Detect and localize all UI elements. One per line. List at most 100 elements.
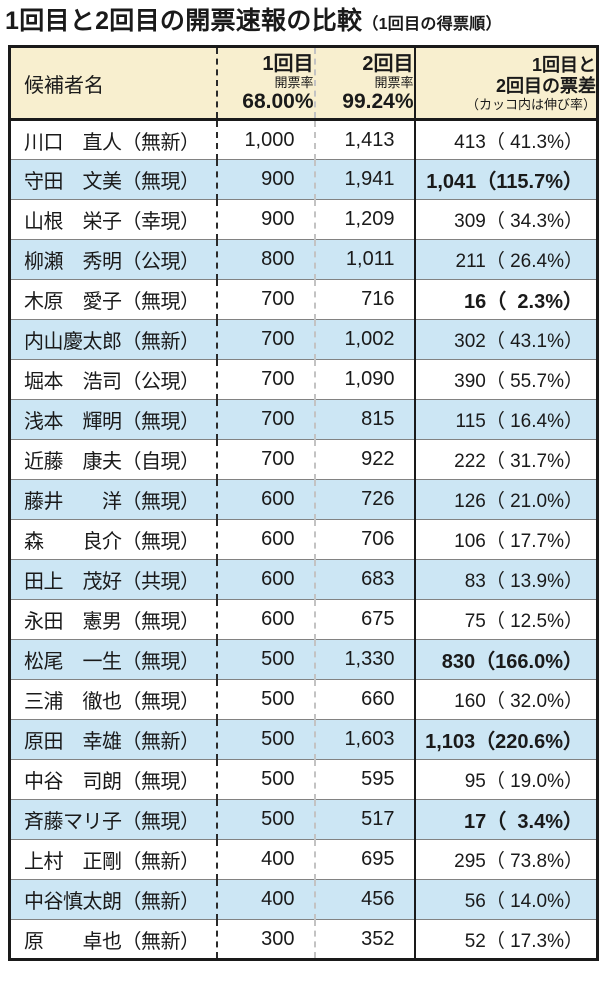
first-count-cell: 400 xyxy=(216,879,316,920)
header-diff-note: （カッコ内は伸び率） xyxy=(465,96,596,112)
title-main: 1回目と2回目の開票速報の比較 xyxy=(5,7,363,35)
vote-diff-cell: 56（ 14.0%） xyxy=(414,879,598,920)
second-count-cell: 1,330 xyxy=(314,639,416,680)
first-count-cell: 900 xyxy=(216,159,316,200)
candidate-name-cell: 三浦 徹也（無現） xyxy=(9,679,218,720)
header-first-title: 1回目 xyxy=(262,52,314,75)
candidate-name-cell: 藤井 洋（無現） xyxy=(9,479,218,520)
vote-diff-cell: 83（ 13.9%） xyxy=(414,559,598,600)
table-row: 浅本 輝明（無現） 700 815 115（ 16.4%） xyxy=(9,399,598,440)
first-count-cell: 500 xyxy=(216,799,316,840)
vote-diff-cell: 222（ 31.7%） xyxy=(414,439,598,480)
table-row: 中谷慎太朗（無新） 400 456 56（ 14.0%） xyxy=(9,879,598,920)
first-count-cell: 500 xyxy=(216,719,316,760)
first-count-cell: 600 xyxy=(216,519,316,560)
header-diff-title2: 2回目の票差 xyxy=(495,75,596,96)
first-count-cell: 500 xyxy=(216,639,316,680)
candidate-name-cell: 守田 文美（無現） xyxy=(9,159,218,200)
first-count-cell: 300 xyxy=(216,919,316,960)
table-row: 堀本 浩司（公現） 700 1,090 390（ 55.7%） xyxy=(9,359,598,400)
header-vote-diff: 1回目と 2回目の票差 （カッコ内は伸び率） xyxy=(414,46,598,121)
header-candidate-name: 候補者名 xyxy=(9,46,218,121)
table-row: 柳瀬 秀明（公現） 800 1,011 211（ 26.4%） xyxy=(9,239,598,280)
first-count-cell: 700 xyxy=(216,319,316,360)
candidate-name-cell: 浅本 輝明（無現） xyxy=(9,399,218,440)
table-header-row: 候補者名 1回目 開票率 68.00% 2回目 開票率 99.24% 1回目と … xyxy=(9,46,598,121)
candidate-name-cell: 近藤 康夫（自現） xyxy=(9,439,218,480)
vote-diff-cell: 211（ 26.4%） xyxy=(414,239,598,280)
vote-diff-cell: 1,103（220.6%） xyxy=(414,719,598,760)
vote-diff-cell: 52（ 17.3%） xyxy=(414,919,598,960)
second-count-cell: 456 xyxy=(314,879,416,920)
table-row: 田上 茂好（共現） 600 683 83（ 13.9%） xyxy=(9,559,598,600)
second-count-cell: 1,090 xyxy=(314,359,416,400)
vote-diff-cell: 17（ 3.4%） xyxy=(414,799,598,840)
vote-diff-cell: 309（ 34.3%） xyxy=(414,199,598,240)
candidate-name-cell: 上村 正剛（無新） xyxy=(9,839,218,880)
table-row: 三浦 徹也（無現） 500 660 160（ 32.0%） xyxy=(9,679,598,720)
vote-diff-cell: 75（ 12.5%） xyxy=(414,599,598,640)
first-count-cell: 1,000 xyxy=(216,119,316,160)
second-count-cell: 1,002 xyxy=(314,319,416,360)
header-second-sub: 開票率 xyxy=(374,74,414,90)
header-diff-title1: 1回目と xyxy=(531,54,596,75)
second-count-cell: 675 xyxy=(314,599,416,640)
first-count-cell: 600 xyxy=(216,479,316,520)
candidate-name-cell: 永田 憲男（無現） xyxy=(9,599,218,640)
candidate-name-cell: 斉藤マリ子（無現） xyxy=(9,799,218,840)
first-count-cell: 900 xyxy=(216,199,316,240)
candidate-name-cell: 松尾 一生（無現） xyxy=(9,639,218,680)
second-count-cell: 517 xyxy=(314,799,416,840)
vote-diff-cell: 16（ 2.3%） xyxy=(414,279,598,320)
table-row: 山根 栄子（幸現） 900 1,209 309（ 34.3%） xyxy=(9,199,598,240)
vote-diff-cell: 95（ 19.0%） xyxy=(414,759,598,800)
vote-diff-cell: 295（ 73.8%） xyxy=(414,839,598,880)
second-count-cell: 706 xyxy=(314,519,416,560)
candidate-name-cell: 原 卓也（無新） xyxy=(9,919,218,960)
header-second-count: 2回目 開票率 99.24% xyxy=(314,46,416,121)
second-count-cell: 1,603 xyxy=(314,719,416,760)
first-count-cell: 500 xyxy=(216,759,316,800)
table-row: 木原 愛子（無現） 700 716 16（ 2.3%） xyxy=(9,279,598,320)
vote-diff-cell: 126（ 21.0%） xyxy=(414,479,598,520)
table-row: 原田 幸雄（無新） 500 1,603 1,103（220.6%） xyxy=(9,719,598,760)
first-count-cell: 500 xyxy=(216,679,316,720)
candidate-name-cell: 山根 栄子（幸現） xyxy=(9,199,218,240)
table-row: 原 卓也（無新） 300 352 52（ 17.3%） xyxy=(9,919,598,960)
first-count-cell: 400 xyxy=(216,839,316,880)
table-row: 守田 文美（無現） 900 1,941 1,041（115.7%） xyxy=(9,159,598,200)
candidate-name-cell: 堀本 浩司（公現） xyxy=(9,359,218,400)
candidate-name-cell: 川口 直人（無新） xyxy=(9,119,218,160)
second-count-cell: 726 xyxy=(314,479,416,520)
vote-diff-cell: 390（ 55.7%） xyxy=(414,359,598,400)
candidate-name-cell: 森 良介（無現） xyxy=(9,519,218,560)
candidate-name-cell: 内山慶太郎（無新） xyxy=(9,319,218,360)
first-count-cell: 600 xyxy=(216,559,316,600)
vote-diff-cell: 302（ 43.1%） xyxy=(414,319,598,360)
candidate-name-cell: 柳瀬 秀明（公現） xyxy=(9,239,218,280)
header-second-rate: 99.24% xyxy=(342,89,414,113)
header-second-title: 2回目 xyxy=(362,52,414,75)
second-count-cell: 1,011 xyxy=(314,239,416,280)
table-row: 藤井 洋（無現） 600 726 126（ 21.0%） xyxy=(9,479,598,520)
table-row: 近藤 康夫（自現） 700 922 222（ 31.7%） xyxy=(9,439,598,480)
vote-diff-cell: 115（ 16.4%） xyxy=(414,399,598,440)
table-row: 斉藤マリ子（無現） 500 517 17（ 3.4%） xyxy=(9,799,598,840)
header-first-sub: 開票率 xyxy=(274,74,314,90)
second-count-cell: 352 xyxy=(314,919,416,960)
second-count-cell: 695 xyxy=(314,839,416,880)
first-count-cell: 800 xyxy=(216,239,316,280)
candidate-name-cell: 田上 茂好（共現） xyxy=(9,559,218,600)
table-body: 川口 直人（無新） 1,000 1,413 413（ 41.3%） 守田 文美（… xyxy=(9,119,598,960)
first-count-cell: 700 xyxy=(216,359,316,400)
results-table: 候補者名 1回目 開票率 68.00% 2回目 開票率 99.24% 1回目と … xyxy=(8,45,599,961)
first-count-cell: 600 xyxy=(216,599,316,640)
second-count-cell: 716 xyxy=(314,279,416,320)
table-row: 内山慶太郎（無新） 700 1,002 302（ 43.1%） xyxy=(9,319,598,360)
page-title: 1回目と2回目の開票速報の比較（1回目の得票順） xyxy=(5,5,604,41)
table-row: 森 良介（無現） 600 706 106（ 17.7%） xyxy=(9,519,598,560)
table-row: 上村 正剛（無新） 400 695 295（ 73.8%） xyxy=(9,839,598,880)
candidate-name-cell: 原田 幸雄（無新） xyxy=(9,719,218,760)
title-subtitle: （1回目の得票順） xyxy=(362,16,502,33)
